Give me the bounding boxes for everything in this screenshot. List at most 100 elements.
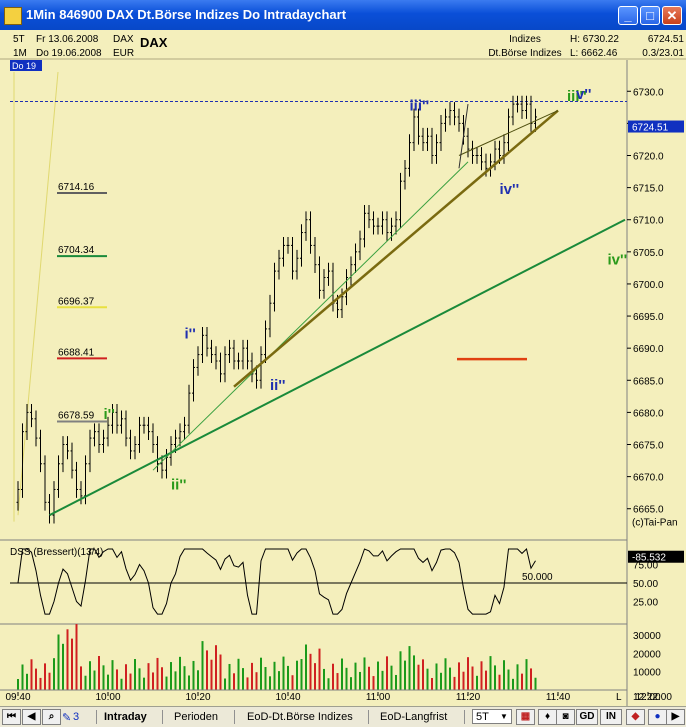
volume-bar [521, 673, 523, 690]
tab-intraday[interactable]: Intraday [104, 711, 147, 723]
dss-level-label: 50.000 [522, 572, 553, 583]
volume-bar [116, 669, 118, 690]
volume-bar [264, 667, 267, 690]
price-pane: 6665.0 6670.0 6675.0 6680.0 6685.0 6690.0 6695… [10, 60, 684, 706]
first-page-icon[interactable]: ⏮ [2, 709, 21, 725]
volume-bar [147, 663, 150, 690]
volume-bar [503, 660, 505, 690]
to-date-label: Do 19.06.2008 [36, 48, 102, 59]
volume-pane: 30000 20000 10000 [0, 623, 661, 691]
time-tick-label: 11:00 [366, 692, 391, 703]
volume-bar [341, 658, 343, 690]
price-tick-label: 6730.0 [633, 87, 664, 98]
volume-bar [183, 666, 186, 690]
volume-bar [305, 644, 307, 690]
volume-bar [327, 678, 330, 690]
volume-bar [296, 660, 298, 690]
volume-bar [323, 668, 325, 690]
volume-bar [494, 665, 496, 690]
volume-bar [408, 646, 411, 690]
lock-icon[interactable]: ◙ [556, 709, 575, 725]
volume-bar [318, 648, 321, 690]
volume-bar [516, 664, 519, 690]
price-tick-label: 6690.0 [633, 344, 664, 355]
volume-bar [57, 634, 60, 690]
time-tick-label: 10:00 [95, 692, 120, 703]
volume-bar [440, 672, 442, 690]
zoom-icon[interactable]: ⌕ [42, 709, 61, 725]
volume-bar [467, 657, 469, 690]
chevron-down-icon[interactable]: ▼ [500, 712, 508, 721]
chart-type-icon[interactable]: ▦ [516, 709, 535, 725]
interval-select[interactable]: 5T [472, 709, 512, 724]
next-page-icon[interactable]: ▶ [666, 709, 685, 725]
last-price-tag [628, 120, 684, 133]
volume-bar [174, 671, 177, 690]
price-tick-label: 6685.0 [633, 376, 664, 387]
volume-bar [224, 678, 226, 690]
volume-bar [143, 677, 145, 690]
wave-label: iii'' [410, 98, 430, 115]
volume-bar [435, 663, 438, 690]
price-tick-label: 6700.0 [633, 280, 664, 291]
volume-bar [368, 666, 370, 690]
volume-bar [462, 671, 465, 690]
wave-label: i'' [185, 326, 196, 343]
clock-label: 12:22:00 [633, 692, 672, 703]
volume-bar [255, 672, 258, 690]
change-label: 0.3/23.01 [642, 48, 684, 59]
volume-bar [485, 670, 487, 690]
exchange-label: Dt.Börse Indizes [488, 48, 561, 59]
time-tick-label: 09:40 [5, 692, 30, 703]
volume-bar [35, 668, 37, 690]
pen-icon[interactable]: ✎ [62, 712, 72, 724]
price-tick-label: 6710.0 [633, 216, 664, 227]
volume-bar [80, 666, 82, 690]
in-button[interactable]: IN [600, 709, 622, 725]
volume-bar [21, 664, 24, 690]
market-label: Indizes [509, 34, 541, 45]
gd-button[interactable]: GD [576, 709, 598, 725]
wave-label: i'' [104, 406, 115, 423]
reference-level-label: 6696.37 [58, 296, 95, 307]
maximize-button[interactable]: □ [640, 6, 660, 25]
volume-bar [188, 675, 190, 690]
volume-bar [165, 676, 168, 690]
wave-label: v'' [576, 86, 591, 103]
tab-perioden[interactable]: Perioden [174, 711, 219, 723]
volume-bar [530, 668, 532, 690]
volume-bar [512, 678, 514, 690]
price-tick-label: 6715.0 [633, 184, 664, 195]
symbol-small-label: DAX [113, 34, 134, 45]
price-tick-label: 6665.0 [633, 505, 664, 516]
app-icon [4, 7, 22, 25]
volume-bar [426, 668, 429, 690]
prev-page-icon[interactable]: ◀ [22, 709, 41, 725]
volume-bar [84, 675, 87, 690]
volume-bar [44, 663, 46, 690]
volume-bar [291, 675, 294, 690]
trend-line-olive [233, 109, 559, 388]
wave-label: ii'' [171, 476, 186, 493]
time-axis: 09:40 10:00 10:20 10:40 11:00 11:20 11:40 12:00… [5, 692, 672, 703]
reference-level-label: 6704.34 [58, 245, 95, 256]
volume-bar [309, 653, 312, 690]
tab-eod-indizes[interactable]: EoD-Dt.Börse Indizes [247, 711, 353, 723]
volume-bar [282, 656, 285, 690]
tab-eod-langfrist[interactable]: EoD-Langfrist [380, 711, 448, 723]
close-button[interactable]: ✕ [662, 6, 682, 25]
volume-bar [359, 671, 361, 690]
minimize-button[interactable]: _ [618, 6, 638, 25]
settings-icon[interactable]: ● [648, 709, 667, 725]
dss-tick-label: 25.00 [633, 598, 658, 609]
reference-level-label: 6688.41 [58, 347, 95, 358]
marker-icon[interactable]: ♦ [538, 709, 557, 725]
volume-tick-label: 20000 [633, 649, 661, 660]
wave-label: iv'' [608, 252, 628, 269]
price-tick-label: 6680.0 [633, 408, 664, 419]
volume-bar [260, 657, 262, 690]
time-tick-label: 10:20 [185, 692, 210, 703]
wave-marker-line [458, 104, 469, 169]
indicator-icon[interactable]: ◆ [626, 709, 645, 725]
chart-area[interactable]: 5T Fr 13.06.2008 DAX 1M Do 19.06.2008 EU… [0, 30, 686, 706]
